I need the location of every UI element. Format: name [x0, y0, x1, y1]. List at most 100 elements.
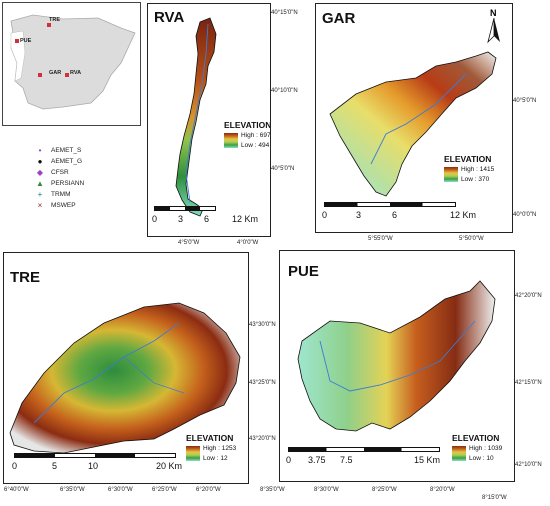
- elevation-ramp: [452, 446, 466, 461]
- lat-tick: 40°5'0"N: [513, 98, 537, 104]
- scale-tick: 0: [152, 214, 158, 224]
- north-arrow-icon: [487, 17, 500, 44]
- elevation-legend-gar: ELEVATION High : 1415 Low : 370: [444, 154, 494, 183]
- lon-tick: 4°0'0"W: [237, 240, 259, 246]
- elevation-high: High : 697: [241, 132, 271, 139]
- legend-label: MSWEP: [51, 202, 76, 209]
- rva-marker: [65, 73, 69, 77]
- lon-tick: 6°25'0"W: [152, 487, 177, 493]
- elevation-heading: ELEVATION: [452, 433, 500, 443]
- scale-tick: 7.5: [340, 455, 353, 465]
- lon-tick: 6°20'0"W: [196, 487, 221, 493]
- scale-tick: 0: [12, 461, 18, 471]
- elevation-heading: ELEVATION: [224, 120, 271, 130]
- elevation-high: High : 1039: [469, 445, 503, 452]
- diamond-icon: ◆: [36, 167, 44, 177]
- legend-label: CFSR: [51, 169, 69, 176]
- scale-tick: 20 Km: [156, 461, 183, 471]
- lon-tick: 6°30'0"W: [108, 487, 133, 493]
- lon-tick: 6°40'0"W: [4, 487, 29, 493]
- lon-tick: 5°55'0"W: [368, 236, 393, 242]
- elevation-ramp: [224, 133, 238, 148]
- lat-tick: 42°10'0"N: [515, 462, 542, 468]
- scale-tick: 6: [204, 214, 210, 224]
- panel-title-gar: GAR: [322, 10, 356, 27]
- scale-tick: 12 Km: [450, 210, 477, 220]
- lon-tick: 8°20'0"W: [430, 487, 455, 493]
- scale-tick: 6: [392, 210, 398, 220]
- lat-tick: 42°15'0"N: [515, 380, 542, 386]
- gar-basin-map: [329, 51, 497, 197]
- gar-marker: [38, 73, 42, 77]
- lat-tick: 40°0'0"N: [513, 212, 537, 218]
- scale-bar-gar: 0 3 6 12 Km: [322, 202, 504, 224]
- lon-tick: 8°15'0"W: [482, 495, 507, 501]
- scale-tick: 0: [322, 210, 328, 220]
- panel-gar: GAR N ELEVATION High : 1415 Low : 370 0 3…: [315, 3, 513, 233]
- legend-item: × MSWEP: [35, 200, 84, 211]
- legend-item: • AEMET_S: [35, 145, 84, 156]
- panel-pue: PUE ELEVATION High : 1039 Low : 10 0 3.75…: [279, 250, 515, 482]
- lat-tick: 43°30'0"N: [249, 322, 276, 328]
- scale-tick: 5: [52, 461, 58, 471]
- elevation-heading: ELEVATION: [444, 154, 492, 164]
- elevation-ramp: [186, 446, 200, 461]
- cross-icon: ×: [37, 200, 43, 210]
- scale-tick: 12 Km: [232, 214, 259, 224]
- tre-marker: [47, 23, 51, 27]
- lon-tick: 5°50'0"W: [459, 236, 484, 242]
- elevation-low: Low : 12: [203, 455, 228, 462]
- elevation-legend-tre: ELEVATION High : 1253 Low : 12: [186, 433, 236, 462]
- scale-tick: 15 Km: [414, 455, 441, 465]
- elevation-low: Low : 370: [461, 176, 490, 183]
- elevation-low: Low : 494: [241, 142, 270, 149]
- tre-basin-map: [9, 302, 241, 454]
- drop-icon: •: [38, 145, 42, 155]
- lat-tick: 43°25'0"N: [249, 380, 276, 386]
- pue-basin-map: [297, 280, 496, 432]
- lat-tick: 40°15'0"N: [271, 10, 298, 16]
- inset-label-tre: TRE: [49, 17, 60, 23]
- panel-title-rva: RVA: [154, 9, 185, 26]
- panel-tre: TRE ELEVATION High : 1253 Low : 12 0 5 10…: [3, 252, 249, 484]
- legend-item: ◆ CFSR: [35, 167, 84, 178]
- lat-tick: 43°20'0"N: [249, 436, 276, 442]
- lat-tick: 40°10'0"N: [271, 88, 298, 94]
- elevation-high: High : 1253: [203, 445, 237, 452]
- inset-label-gar: GAR: [49, 70, 62, 76]
- inset-label-rva: RVA: [70, 70, 82, 76]
- lat-tick: 40°5'0"N: [271, 166, 295, 172]
- legend-label: AEMET_S: [51, 147, 82, 154]
- scale-bar-rva: 0 3 6 12 Km: [152, 206, 264, 228]
- inset-label-pue: PUE: [20, 38, 32, 44]
- spain-outline: [10, 14, 136, 110]
- panel-title-pue: PUE: [288, 263, 319, 280]
- elevation-legend-pue: ELEVATION High : 1039 Low : 10: [452, 433, 502, 462]
- panel-rva: RVA ELEVATION High : 697 Low : 494 0 3 6 …: [147, 3, 271, 237]
- lat-tick: 42°20'0"N: [515, 293, 542, 299]
- lon-tick: 8°30'0"W: [314, 487, 339, 493]
- lon-tick: 4°5'0"W: [178, 240, 200, 246]
- scale-tick: 3.75: [308, 455, 326, 465]
- dot-icon: ●: [37, 156, 43, 166]
- legend-item: ▲ PERSIANN: [35, 178, 84, 189]
- scale-tick: 3: [356, 210, 362, 220]
- triangle-icon: ▲: [36, 178, 44, 188]
- elevation-low: Low : 10: [469, 455, 494, 462]
- elevation-legend-rva: ELEVATION High : 697 Low : 494: [224, 120, 271, 149]
- legend-label: AEMET_G: [51, 158, 83, 165]
- scale-tick: 0: [286, 455, 292, 465]
- lon-tick: 8°35'0"W: [260, 487, 285, 493]
- scale-tick: 3: [178, 214, 184, 224]
- plus-icon: +: [37, 189, 43, 199]
- elevation-heading: ELEVATION: [186, 433, 234, 443]
- legend-item: ● AEMET_G: [35, 156, 84, 167]
- pue-marker: [15, 39, 19, 43]
- lon-tick: 8°25'0"W: [372, 487, 397, 493]
- lon-tick: 6°35'0"W: [60, 487, 85, 493]
- scale-bar-tre: 0 5 10 20 Km: [12, 453, 194, 477]
- legend: • AEMET_S ● AEMET_G ◆ CFSR ▲ PERSIANN + TRMM × MSWE…: [35, 145, 84, 211]
- north-label: N: [490, 8, 497, 18]
- legend-label: TRMM: [51, 191, 71, 198]
- legend-label: PERSIANN: [51, 180, 85, 187]
